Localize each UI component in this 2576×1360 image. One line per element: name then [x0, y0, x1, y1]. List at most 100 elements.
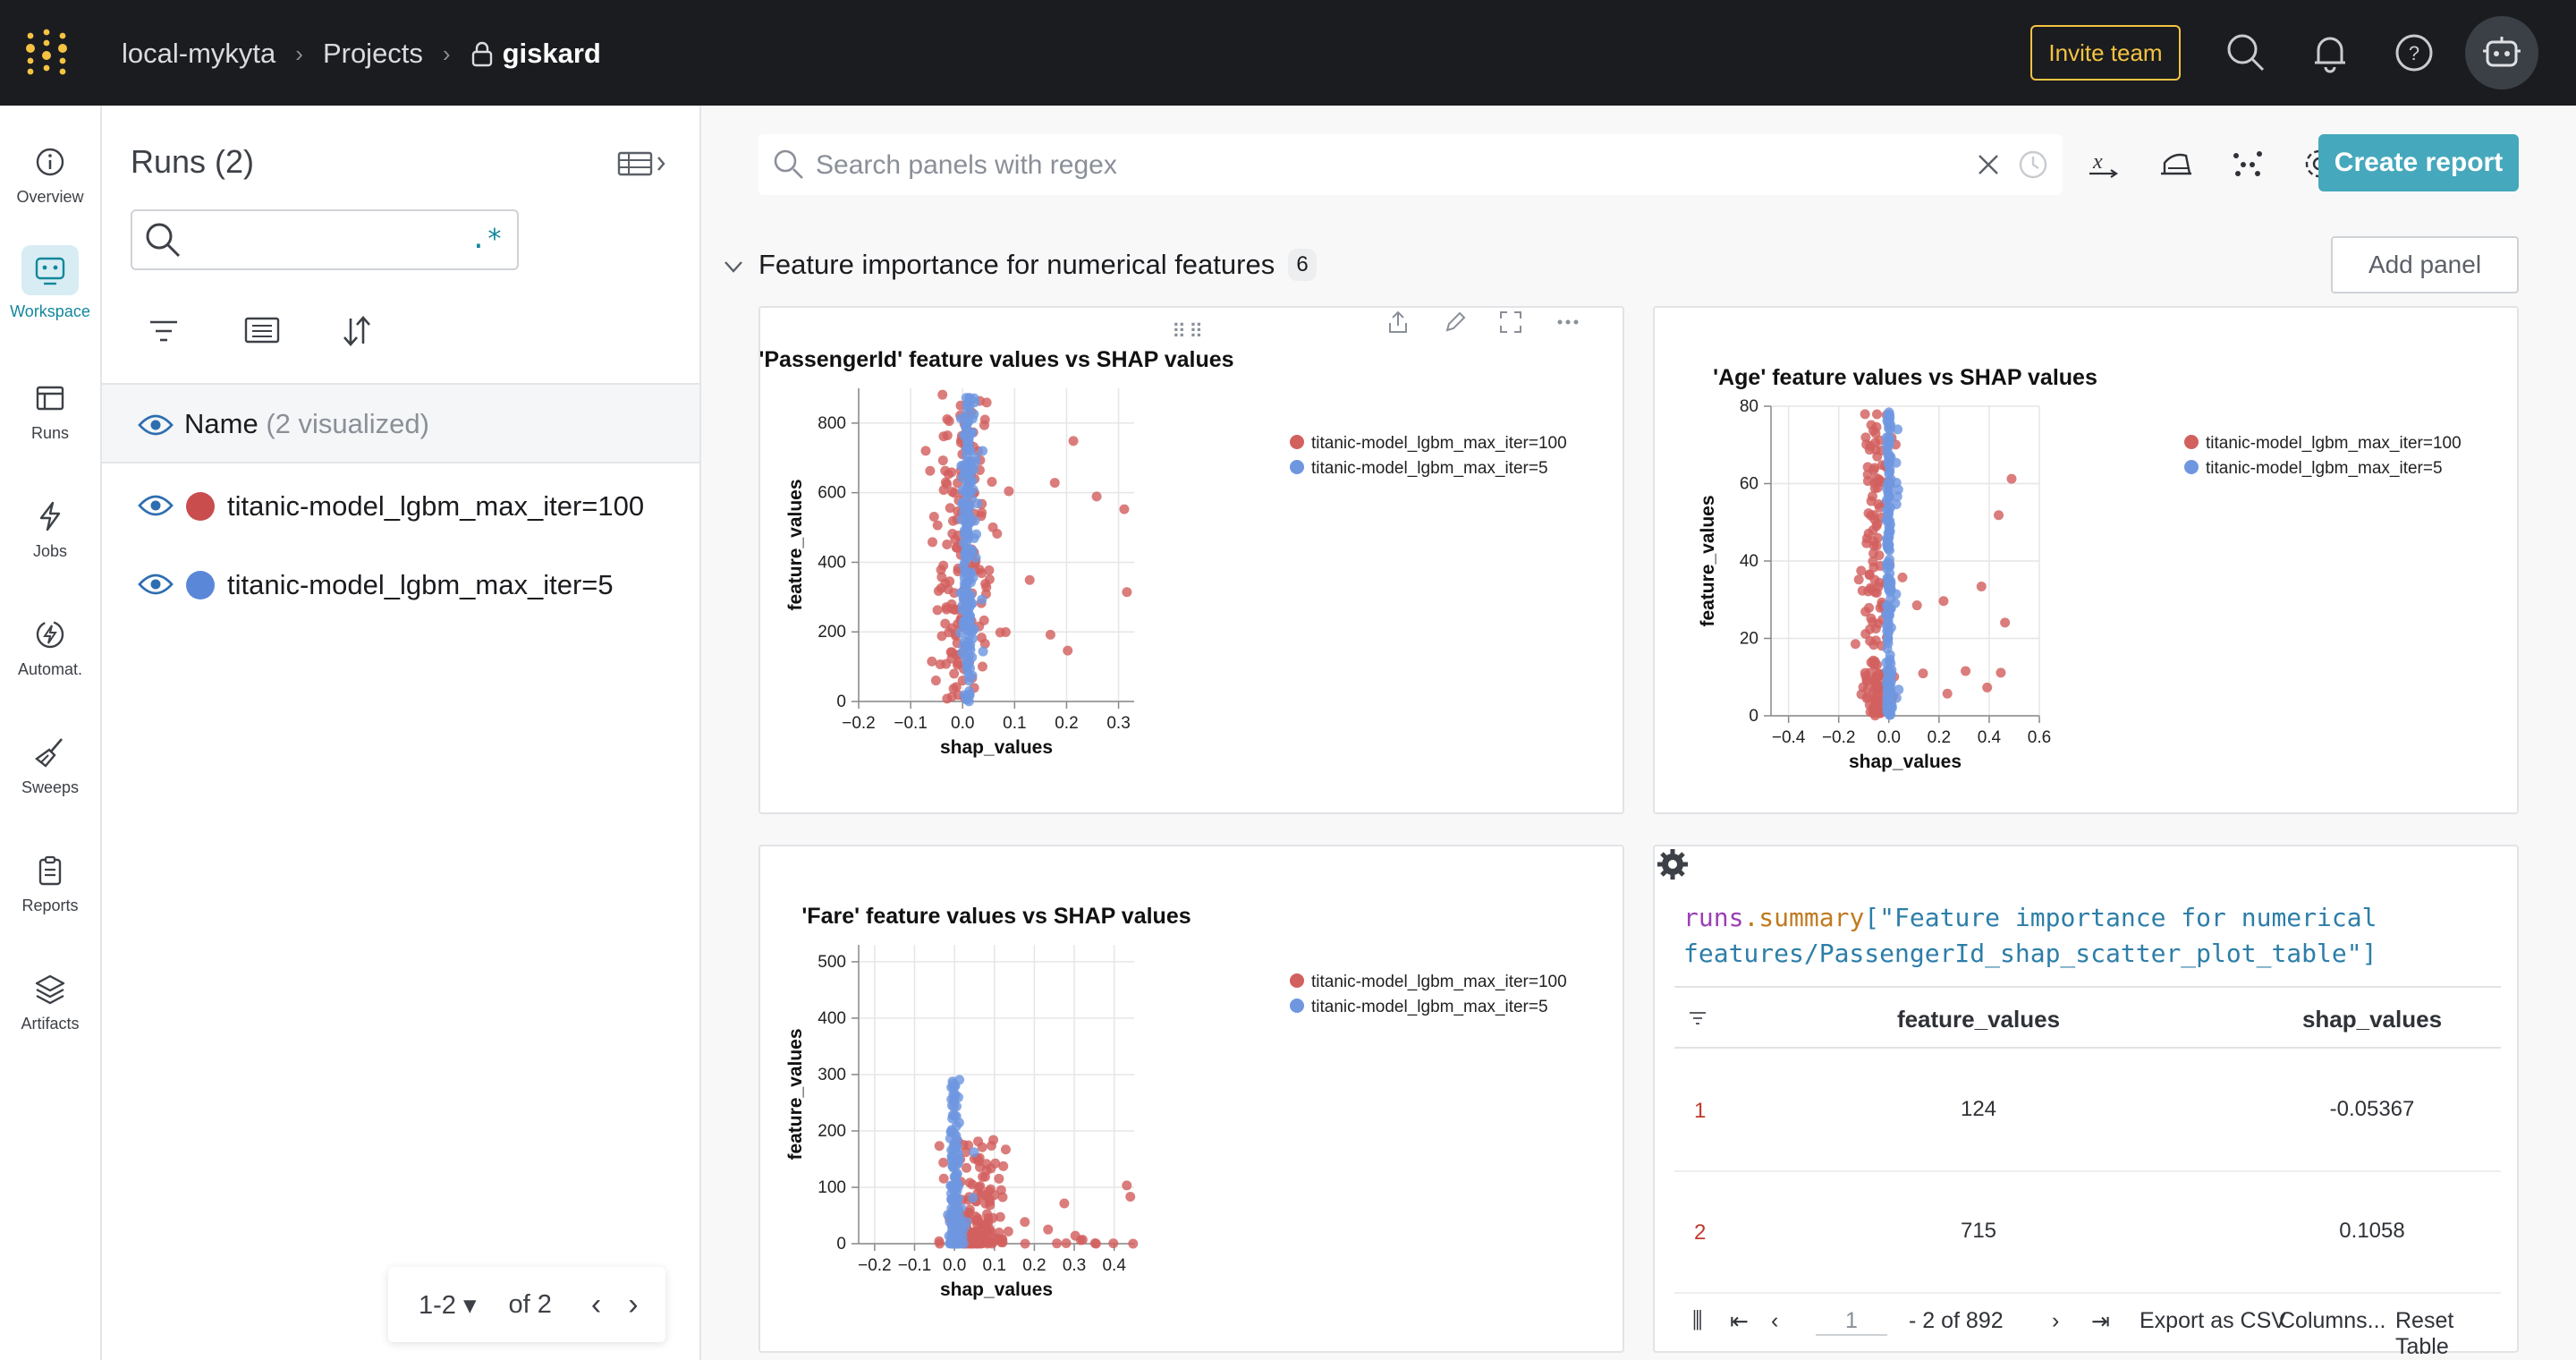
x-axis-label: shap_values — [1849, 752, 1962, 772]
next-page-icon[interactable]: › — [628, 1287, 639, 1322]
wandb-logo-icon[interactable] — [23, 29, 70, 75]
breadcrumb-org[interactable]: local-mykyta — [122, 38, 276, 69]
row-height-icon[interactable]: ⫼ — [1692, 1308, 1703, 1333]
scatter-point — [1868, 540, 1879, 551]
nav-reports[interactable]: Reports — [0, 839, 100, 939]
scatter-point — [982, 1217, 993, 1228]
sort-icon[interactable] — [336, 311, 379, 351]
bell-icon[interactable] — [2308, 30, 2352, 75]
first-page-icon[interactable]: ⇤ — [1730, 1309, 1749, 1334]
prev-page-icon[interactable]: ‹ — [590, 1287, 602, 1322]
eye-icon[interactable] — [138, 492, 174, 519]
runs-search-input[interactable]: .* — [131, 209, 519, 270]
legend-label: titanic-model_lgbm_max_iter=5 — [1311, 998, 1548, 1016]
smoothing-icon[interactable] — [2156, 143, 2197, 184]
reset-table-button[interactable]: Reset Table — [2395, 1308, 2454, 1359]
scatter-point — [962, 1162, 972, 1173]
chart-panel-passengerid[interactable]: 'PassengerId' feature values vs SHAP val… — [758, 306, 1624, 814]
robot-icon — [2483, 37, 2521, 67]
last-page-icon[interactable]: ⇥ — [2091, 1309, 2110, 1334]
clear-icon[interactable] — [1975, 151, 2002, 178]
nav-runs[interactable]: Runs — [0, 367, 100, 467]
gear-icon[interactable] — [1655, 846, 1690, 882]
table-panel[interactable]: runs.summary["Feature importance for num… — [1653, 845, 2519, 1359]
page-number-input[interactable]: 1 — [1816, 1308, 1887, 1336]
scatter-point — [959, 578, 970, 589]
eye-icon[interactable] — [138, 412, 174, 438]
table-expand-icon[interactable] — [617, 149, 671, 179]
column-header-feature-values[interactable]: feature_values — [1896, 1006, 2061, 1033]
run-color-swatch[interactable] — [186, 571, 215, 599]
chart-panel-fare[interactable]: 'Fare' feature values vs SHAP values −0.2… — [758, 845, 1624, 1353]
fullscreen-icon[interactable] — [1497, 308, 1524, 336]
group-icon[interactable] — [242, 311, 284, 351]
scatter-point — [1868, 640, 1879, 650]
chart-panel-age[interactable]: 'Age' feature values vs SHAP values −0.4−… — [1653, 306, 2519, 814]
breadcrumb-project[interactable]: giskard — [502, 38, 601, 69]
nav-artifacts[interactable]: Artifacts — [0, 957, 100, 1058]
create-report-button[interactable]: Create report — [2318, 134, 2519, 191]
scatter-point — [958, 538, 969, 548]
edit-icon[interactable] — [1442, 308, 1469, 336]
outliers-icon[interactable] — [2227, 143, 2268, 184]
page-range-select[interactable]: 1-2 ▾ — [419, 1290, 477, 1320]
scatter-point — [2006, 473, 2017, 484]
column-header-shap-values[interactable]: shap_values — [2301, 1006, 2443, 1033]
legend-label: titanic-model_lgbm_max_iter=5 — [2206, 459, 2443, 478]
scatter-point — [1024, 574, 1035, 585]
scatter-point — [938, 1173, 949, 1184]
run-row[interactable]: titanic-model_lgbm_max_iter=5 — [102, 544, 699, 623]
legend-label: titanic-model_lgbm_max_iter=5 — [1311, 459, 1548, 478]
nav-sweeps[interactable]: Sweeps — [0, 721, 100, 821]
run-name[interactable]: titanic-model_lgbm_max_iter=100 — [227, 490, 645, 522]
x-axis-icon[interactable]: x — [2084, 143, 2125, 184]
help-icon[interactable]: ? — [2392, 30, 2436, 75]
scatter-point — [928, 511, 939, 522]
prev-page-icon[interactable]: ‹ — [1771, 1308, 1779, 1333]
scatter-point — [1890, 598, 1901, 608]
scatter-point — [1891, 693, 1902, 703]
x-tick-label: 0.4 — [1102, 1256, 1126, 1275]
scatter-point — [1976, 581, 1987, 591]
panel-search-input[interactable]: Search panels with regex — [758, 134, 2063, 195]
row-index: 1 — [1694, 1099, 1707, 1123]
chevron-down-icon[interactable] — [723, 258, 744, 276]
nav-overview[interactable]: Overview — [0, 131, 100, 231]
table-query[interactable]: runs.summary["Feature importance for num… — [1683, 903, 2377, 968]
nav-automations[interactable]: Automat. — [0, 603, 100, 703]
breadcrumb-projects[interactable]: Projects — [322, 38, 423, 69]
scatter-point — [962, 445, 972, 455]
export-csv-button[interactable]: Export as CSV — [2140, 1308, 2286, 1333]
nav-jobs[interactable]: Jobs — [0, 485, 100, 585]
history-icon[interactable] — [2016, 148, 2050, 182]
run-row[interactable]: titanic-model_lgbm_max_iter=100 — [102, 465, 699, 544]
scatter-point — [962, 657, 973, 667]
invite-team-button[interactable]: Invite team — [2030, 25, 2181, 81]
filter-icon[interactable] — [1687, 1009, 1708, 1027]
more-icon[interactable] — [1555, 308, 1581, 336]
scatter-point — [1864, 445, 1875, 455]
filter-icon[interactable] — [150, 320, 177, 342]
scatter-point — [981, 397, 992, 408]
search-icon[interactable] — [2224, 30, 2268, 75]
scatter-point — [1860, 607, 1871, 617]
run-name[interactable]: titanic-model_lgbm_max_iter=5 — [227, 569, 614, 600]
eye-icon[interactable] — [138, 571, 174, 598]
add-panel-button[interactable]: Add panel — [2331, 236, 2519, 293]
scatter-point — [934, 1141, 945, 1152]
scatter-point — [968, 572, 979, 582]
columns-button[interactable]: Columns... — [2279, 1308, 2386, 1333]
share-icon[interactable] — [1385, 308, 1411, 336]
nav-workspace[interactable]: Workspace — [0, 240, 100, 340]
next-page-icon[interactable]: › — [2052, 1308, 2060, 1333]
run-color-swatch[interactable] — [186, 492, 215, 521]
section-title[interactable]: Feature importance for numerical feature… — [758, 249, 1275, 280]
avatar[interactable] — [2465, 16, 2538, 89]
regex-toggle[interactable]: .* — [470, 224, 503, 255]
scatter-point — [953, 1154, 964, 1165]
runs-name-header[interactable]: Name (2 visualized) — [102, 383, 699, 463]
scatter-point — [1871, 472, 1882, 483]
drag-handle-icon[interactable]: ⠿⠿ — [1172, 320, 1207, 343]
scatter-point — [985, 1200, 996, 1211]
legend-label: titanic-model_lgbm_max_iter=100 — [1311, 973, 1567, 991]
